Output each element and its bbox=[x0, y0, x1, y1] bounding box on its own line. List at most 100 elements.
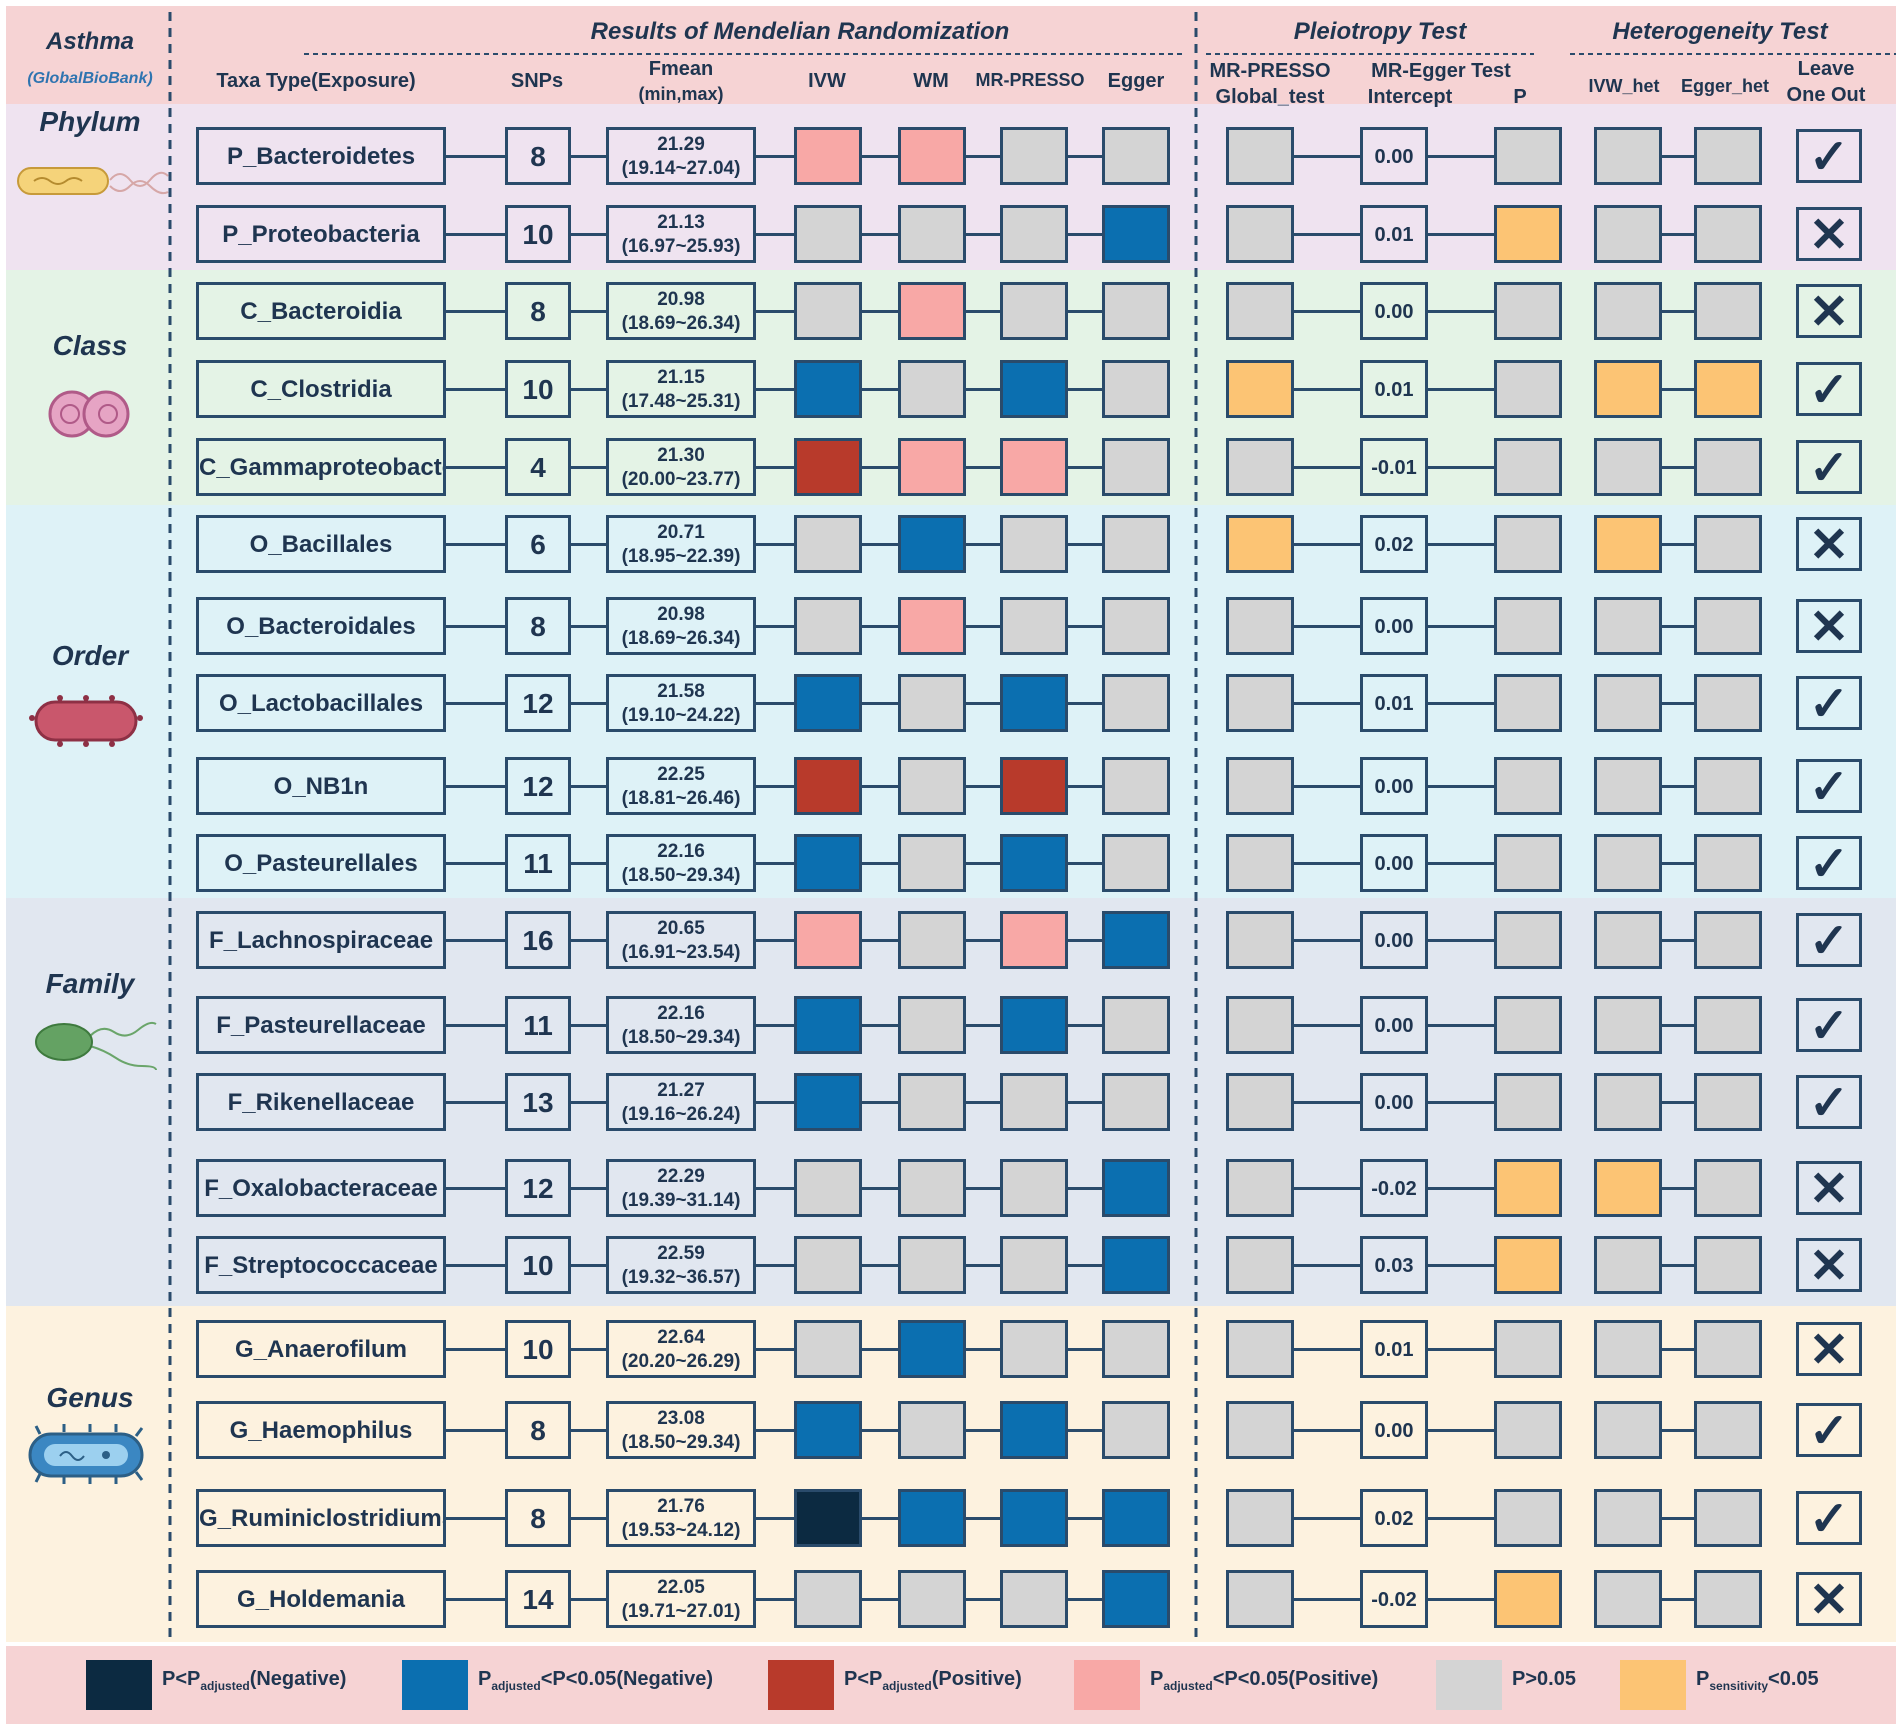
ivw-het-cell bbox=[1594, 597, 1662, 655]
ivw-het-cell bbox=[1594, 127, 1662, 185]
ivw-result-cell bbox=[794, 127, 862, 185]
connector-line bbox=[571, 155, 606, 158]
connector-line bbox=[862, 939, 898, 942]
legend-label-main: P<P bbox=[162, 1668, 201, 1690]
taxa-name: O_Lactobacillales bbox=[218, 690, 424, 717]
connector-line bbox=[1068, 1187, 1102, 1190]
fmean-box: 22.64 (20.20~26.29) bbox=[606, 1320, 756, 1378]
leave-one-out-box: ✕ bbox=[1796, 1572, 1862, 1626]
fmean-value: 22.29 bbox=[657, 1166, 705, 1187]
egger-result-cell bbox=[1102, 834, 1170, 892]
check-icon: ✓ bbox=[1808, 1494, 1850, 1542]
fmean-value: 22.16 bbox=[657, 841, 705, 862]
snps-value: 8 bbox=[530, 1503, 546, 1534]
global-test-cell bbox=[1226, 674, 1294, 732]
connector-line bbox=[756, 1348, 794, 1351]
connector-line bbox=[1068, 1598, 1102, 1601]
connector-line bbox=[571, 1348, 606, 1351]
ivw-het-cell bbox=[1594, 1236, 1662, 1294]
legend-label: P<Padjusted(Negative) bbox=[162, 1668, 346, 1693]
fmean-box: 20.98 (18.69~26.34) bbox=[606, 597, 756, 655]
connector-line bbox=[446, 233, 505, 236]
intercept-box: 0.00 bbox=[1360, 757, 1428, 815]
connector-line bbox=[1294, 543, 1360, 546]
snps-value: 11 bbox=[523, 1010, 553, 1041]
wm-result-cell bbox=[898, 597, 966, 655]
leave-one-out-box: ✕ bbox=[1796, 1238, 1862, 1292]
connector-line bbox=[1294, 625, 1360, 628]
intercept-value: 0.00 bbox=[1374, 146, 1414, 168]
taxa-name-box: G_Anaerofilum bbox=[196, 1320, 446, 1378]
snps-value: 10 bbox=[522, 374, 554, 405]
connector-line bbox=[1068, 702, 1102, 705]
global-test-cell bbox=[1226, 597, 1294, 655]
connector-line bbox=[1428, 702, 1494, 705]
egger-het-cell bbox=[1694, 757, 1762, 815]
fmean-value: 22.59 bbox=[657, 1243, 705, 1264]
connector-line bbox=[1428, 1187, 1494, 1190]
col-taxa: Taxa Type(Exposure) bbox=[216, 70, 416, 92]
connector-line bbox=[446, 625, 505, 628]
ivw-result-cell bbox=[794, 282, 862, 340]
legend-label-suffix: <P<0.05(Negative) bbox=[540, 1668, 714, 1690]
col-mrpresso: MR-PRESSO bbox=[975, 70, 1085, 90]
legend-swatch bbox=[402, 1660, 468, 1710]
ivw-result-cell bbox=[794, 1159, 862, 1217]
connector-line bbox=[1428, 1024, 1494, 1027]
fmean-value: 22.16 bbox=[657, 1003, 705, 1024]
legend-label-suffix: (Negative) bbox=[249, 1668, 347, 1690]
connector-line bbox=[446, 1598, 505, 1601]
snps-box: 13 bbox=[505, 1073, 571, 1131]
global-test-cell bbox=[1226, 1570, 1294, 1628]
col-snps: SNPs bbox=[510, 70, 564, 92]
mrpresso-result-cell bbox=[1000, 282, 1068, 340]
egger-result-cell bbox=[1102, 674, 1170, 732]
egger-p-cell bbox=[1494, 1320, 1562, 1378]
connector-line bbox=[862, 1024, 898, 1027]
egger-het-cell bbox=[1694, 438, 1762, 496]
connector-line bbox=[571, 1598, 606, 1601]
snps-box: 14 bbox=[505, 1570, 571, 1628]
intercept-value: 0.03 bbox=[1374, 1255, 1414, 1277]
mrpresso-result-cell bbox=[1000, 1489, 1068, 1547]
cross-icon: ✕ bbox=[1808, 1241, 1850, 1289]
egger-het-cell bbox=[1694, 911, 1762, 969]
connector-line bbox=[446, 939, 505, 942]
check-icon: ✓ bbox=[1808, 1078, 1850, 1126]
category-order: Order bbox=[51, 640, 129, 671]
legend-label-main: P bbox=[1696, 1668, 1710, 1690]
egger-result-cell bbox=[1102, 1320, 1170, 1378]
wm-result-cell bbox=[898, 1320, 966, 1378]
legend-label: Padjusted<P<0.05(Positive) bbox=[1150, 1668, 1378, 1693]
egger-result-cell bbox=[1102, 1489, 1170, 1547]
taxa-name-box: F_Streptococcaceae bbox=[196, 1236, 446, 1294]
taxa-name: F_Streptococcaceae bbox=[204, 1252, 438, 1279]
connector-line bbox=[1662, 155, 1694, 158]
snps-value: 8 bbox=[530, 1415, 546, 1446]
leave-one-out-box: ✓ bbox=[1796, 836, 1862, 890]
wm-result-cell bbox=[898, 1236, 966, 1294]
connector-line bbox=[862, 1598, 898, 1601]
fmean-range: (20.20~26.29) bbox=[621, 1351, 741, 1372]
connector-line bbox=[862, 1187, 898, 1190]
connector-line bbox=[1068, 1101, 1102, 1104]
connector-line bbox=[1294, 388, 1360, 391]
connector-line bbox=[862, 466, 898, 469]
connector-line bbox=[446, 466, 505, 469]
egger-result-cell bbox=[1102, 515, 1170, 573]
legend-label: Psensitivity<0.05 bbox=[1696, 1668, 1819, 1693]
taxa-name: F_Oxalobacteraceae bbox=[204, 1175, 438, 1202]
connector-line bbox=[1428, 310, 1494, 313]
fmean-box: 21.58 (19.10~24.22) bbox=[606, 674, 756, 732]
connector-line bbox=[966, 702, 1000, 705]
connector-line bbox=[966, 1598, 1000, 1601]
connector-line bbox=[571, 1024, 606, 1027]
connector-line bbox=[571, 233, 606, 236]
connector-line bbox=[756, 155, 794, 158]
fmean-value: 22.05 bbox=[657, 1577, 705, 1598]
snps-value: 10 bbox=[522, 1250, 554, 1281]
legend-label-subscript: adjusted bbox=[1163, 1679, 1213, 1693]
mrpresso-result-cell bbox=[1000, 911, 1068, 969]
global-test-cell bbox=[1226, 757, 1294, 815]
